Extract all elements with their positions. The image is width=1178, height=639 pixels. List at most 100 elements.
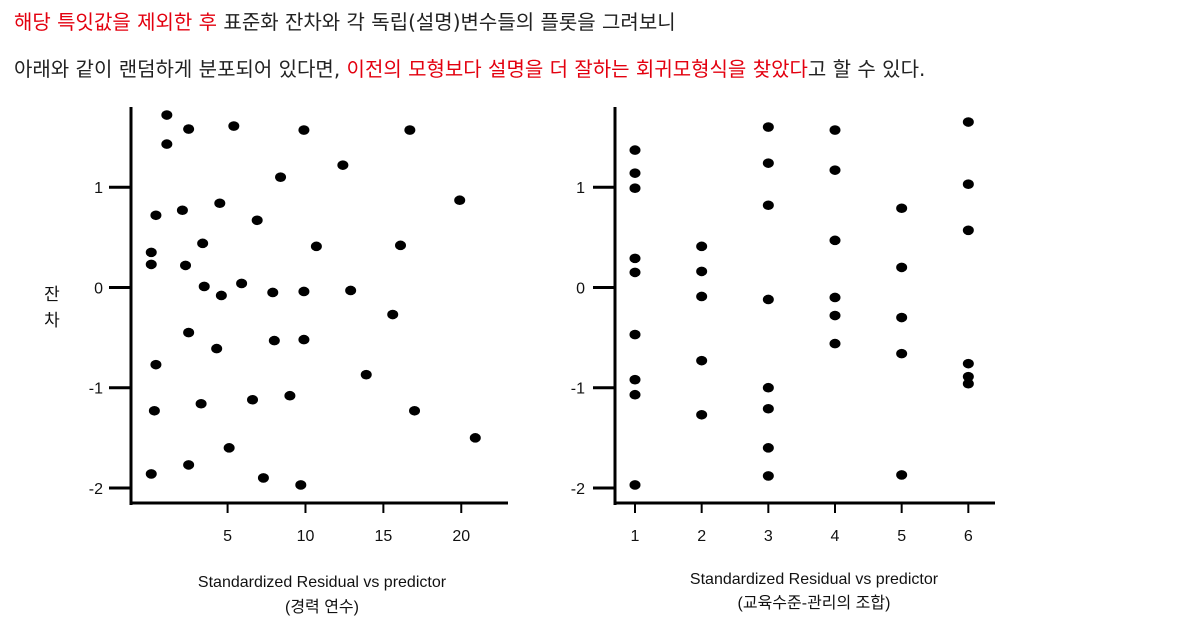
chart1-point bbox=[195, 398, 207, 409]
chart1-point bbox=[251, 215, 263, 226]
intro-line-2-highlight: 이전의 모형보다 설명을 더 잘하는 회귀모형식을 찾았다 bbox=[346, 57, 808, 81]
chart2-point bbox=[629, 253, 641, 264]
chart2-point bbox=[629, 168, 641, 178]
chart2-point bbox=[962, 117, 974, 127]
chart1-point bbox=[409, 405, 421, 416]
chart2-point bbox=[762, 158, 774, 168]
chart1-point bbox=[145, 247, 157, 258]
chart2-point bbox=[829, 310, 841, 321]
chart2-point bbox=[629, 329, 641, 340]
chart2-point bbox=[896, 312, 908, 323]
chart1-point bbox=[298, 125, 310, 135]
chart1-y-label: 차 bbox=[44, 311, 60, 331]
chart1-point bbox=[337, 160, 349, 170]
chart2-point bbox=[829, 165, 841, 175]
chart2-point bbox=[629, 183, 641, 194]
chart1-point bbox=[211, 343, 223, 354]
chart1-point bbox=[148, 405, 160, 416]
chart2-x-tick-label: 2 bbox=[697, 528, 706, 545]
chart1-point bbox=[247, 394, 259, 405]
chart1-x-tick-label: 5 bbox=[223, 528, 232, 545]
chart1-point bbox=[236, 278, 248, 289]
chart1-point bbox=[298, 334, 310, 345]
chart1-point bbox=[180, 260, 192, 271]
chart1-point bbox=[183, 327, 195, 338]
chart1-point bbox=[310, 241, 322, 252]
chart2-x-tick-label: 5 bbox=[897, 528, 906, 545]
intro-line-1-rest: 표준화 잔차와 각 독립(설명)변수들의 플롯을 그려보니 bbox=[217, 10, 676, 34]
chart2-point bbox=[762, 294, 774, 305]
chart1-point bbox=[145, 259, 157, 270]
chart2-point bbox=[829, 125, 841, 135]
chart2-point bbox=[762, 200, 774, 211]
chart1-x-tick-label: 10 bbox=[297, 528, 315, 545]
chart1-point bbox=[284, 390, 296, 401]
intro-line-2: 아래와 같이 랜덤하게 분포되어 있다면, 이전의 모형보다 설명을 더 잘하는… bbox=[14, 55, 925, 83]
chart1-point bbox=[360, 369, 372, 380]
chart2-point bbox=[829, 235, 841, 246]
chart1-point bbox=[395, 240, 407, 251]
chart1-point bbox=[298, 286, 310, 297]
chart1-point bbox=[197, 238, 209, 249]
chart1-point bbox=[387, 309, 399, 320]
chart2-point bbox=[962, 179, 974, 189]
chart2-point bbox=[962, 378, 974, 389]
chart2-x-tick-label: 6 bbox=[964, 528, 973, 545]
chart1-point bbox=[295, 480, 307, 490]
chart1-point bbox=[345, 285, 357, 296]
chart2-point bbox=[629, 389, 641, 400]
chart1-x-tick-label: 15 bbox=[374, 528, 392, 545]
chart1-y-tick-label: 1 bbox=[94, 180, 103, 197]
chart1-point bbox=[268, 335, 280, 346]
chart1-point bbox=[145, 469, 157, 479]
chart2-point bbox=[696, 241, 708, 252]
chart1-y-tick-label: -1 bbox=[89, 381, 103, 398]
chart2-point bbox=[762, 443, 774, 453]
chart1-x-label-sub: (경력 연수) bbox=[285, 598, 359, 616]
chart2-x-tick-label: 1 bbox=[631, 528, 640, 545]
chart2-point bbox=[629, 267, 641, 278]
chart2-y-tick-label: 0 bbox=[576, 280, 585, 297]
chart1-x-tick-label: 20 bbox=[452, 528, 470, 545]
chart2-point bbox=[962, 358, 974, 369]
chart2-y-tick-label: 1 bbox=[576, 180, 585, 197]
chart1-point bbox=[228, 121, 240, 131]
chart1-point bbox=[215, 290, 227, 301]
chart2-point bbox=[696, 266, 708, 277]
chart2-point bbox=[696, 409, 708, 420]
chart2-point bbox=[629, 374, 641, 385]
intro-line-2-pre: 아래와 같이 랜덤하게 분포되어 있다면, bbox=[14, 57, 347, 81]
chart1-point bbox=[275, 172, 287, 182]
chart2-point bbox=[896, 470, 908, 480]
intro-line-1-highlight: 해당 특잇값을 제외한 후 bbox=[14, 10, 218, 34]
chart2-point bbox=[762, 403, 774, 414]
chart2-point bbox=[762, 122, 774, 132]
chart1-point bbox=[469, 433, 481, 443]
chart2-point bbox=[962, 371, 974, 382]
chart1-point bbox=[150, 210, 162, 221]
chart1-y-tick-label: 0 bbox=[94, 280, 103, 297]
chart1-point bbox=[198, 281, 210, 292]
chart1-point bbox=[257, 473, 269, 483]
chart2-point bbox=[629, 480, 641, 490]
chart2-point bbox=[896, 348, 908, 359]
chart2-x-tick-label: 3 bbox=[764, 528, 773, 545]
intro-line-2-post: 고 할 수 있다. bbox=[807, 57, 926, 81]
chart2-point bbox=[762, 382, 774, 393]
chart2-point bbox=[629, 145, 641, 155]
chart1-y-tick-label: -2 bbox=[89, 481, 103, 498]
chart2-point bbox=[962, 225, 974, 236]
chart1-x-label: Standardized Residual vs predictor bbox=[198, 574, 447, 591]
chart1-point bbox=[404, 125, 416, 135]
chart1-point bbox=[161, 110, 173, 120]
chart2-point bbox=[896, 203, 908, 214]
chart2-point bbox=[829, 338, 841, 349]
chart2-x-label: Standardized Residual vs predictor bbox=[690, 571, 939, 588]
chart2-point bbox=[762, 471, 774, 481]
chart1-point bbox=[183, 460, 195, 470]
chart1-point bbox=[223, 443, 235, 453]
intro-line-1: 해당 특잇값을 제외한 후 표준화 잔차와 각 독립(설명)변수들의 플롯을 그… bbox=[14, 8, 676, 36]
chart1-point bbox=[161, 139, 173, 149]
chart2-point bbox=[696, 355, 708, 366]
